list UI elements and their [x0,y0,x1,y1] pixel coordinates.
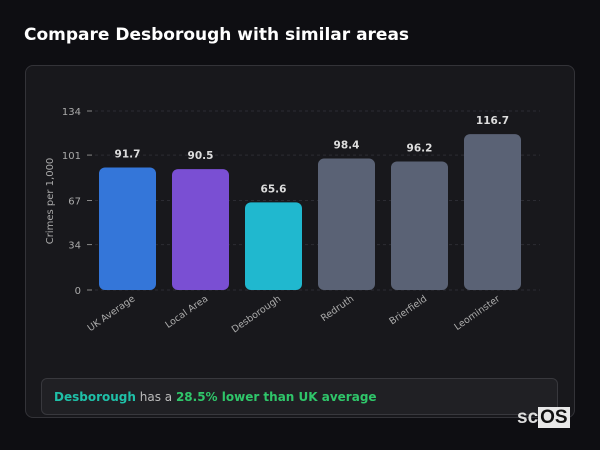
x-tick-label: Leominster [452,293,502,333]
x-tick-label: Local Area [163,293,210,330]
bar-value-label: 65.6 [261,183,287,195]
x-tick-label: Redruth [319,293,356,324]
x-tick-label: Desborough [230,293,283,335]
bar [391,161,448,290]
y-tick-label: 34 [68,241,81,252]
y-tick-label: 101 [62,151,81,162]
scos-logo: sc OS [517,407,570,428]
bar-value-label: 91.7 [115,149,141,161]
y-tick-label: 134 [62,107,81,118]
bar-value-label: 116.7 [476,115,509,127]
x-tick-label: Brierfield [387,293,429,327]
bar [318,158,375,290]
bar-value-label: 90.5 [188,150,214,162]
y-axis-label: Crimes per 1,000 [45,158,56,245]
y-tick-label: 67 [68,197,81,208]
bar-value-label: 96.2 [407,142,433,154]
summary-comparison: 28.5% lower than UK average [175,390,377,404]
y-tick-label: 0 [75,286,81,297]
bar [172,169,229,290]
bar [99,167,156,290]
summary-area: Desborough [54,390,136,404]
summary-box: Desborough has a 28.5% lower than UK ave… [41,378,558,415]
summary-text: has a [135,390,176,404]
bar-value-label: 98.4 [334,140,360,152]
bar [245,202,302,290]
bar [464,134,521,290]
x-tick-label: UK Average [86,293,138,334]
page-title: Compare Desborough with similar areas [24,25,410,45]
